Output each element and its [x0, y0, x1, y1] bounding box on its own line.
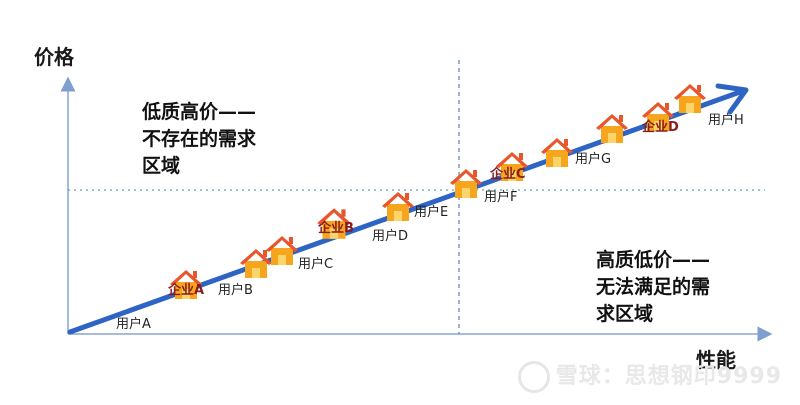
house-user-e [450, 169, 482, 198]
user-label-c: 用户C [298, 256, 333, 272]
house-company-a [170, 270, 202, 299]
watermark-text: 雪球：思想钢印9999 [555, 364, 782, 389]
house-company-c [496, 152, 528, 181]
top-left-region-label: 低质高价—— 不存在的需求 区域 [142, 101, 257, 177]
user-label-h: 用户H [708, 112, 744, 128]
house-company-d [642, 102, 674, 131]
house-user-h [674, 84, 706, 113]
house-company-b [317, 208, 351, 239]
trend-arrow-head [715, 83, 749, 115]
houses-layer [170, 84, 706, 299]
user-label-d: 用户D [372, 228, 408, 244]
house-user-d [382, 192, 414, 221]
y-axis-label: 价格 [34, 45, 74, 69]
watermark: 雪球：思想钢印9999 [517, 358, 782, 393]
company-label-d: 企业D [641, 119, 679, 135]
user-label-a: 用户A [116, 316, 151, 332]
company-label-a: 企业A [167, 282, 204, 298]
house-user-c [266, 236, 298, 265]
house-user-b [240, 249, 272, 278]
x-axis-label: 性能 [696, 348, 736, 372]
user-label-g: 用户G [575, 151, 611, 167]
house-user-f [541, 138, 573, 167]
user-label-f: 用户F [484, 189, 517, 205]
labels-layer: 用户A 用户B 用户C 用户D 用户E 用户F 用户G 用户H 企业A 企业B 企业C 企业D [116, 112, 744, 332]
company-label-b: 企业B [317, 220, 354, 236]
snowball-logo-icon [517, 361, 550, 393]
house-user-g [596, 114, 628, 143]
bottom-right-region-label: 高质低价—— 无法满足的需 求区域 [596, 249, 711, 325]
user-label-b: 用户B [218, 282, 253, 298]
user-label-e: 用户E [414, 204, 448, 220]
company-label-c: 企业C [489, 166, 526, 182]
